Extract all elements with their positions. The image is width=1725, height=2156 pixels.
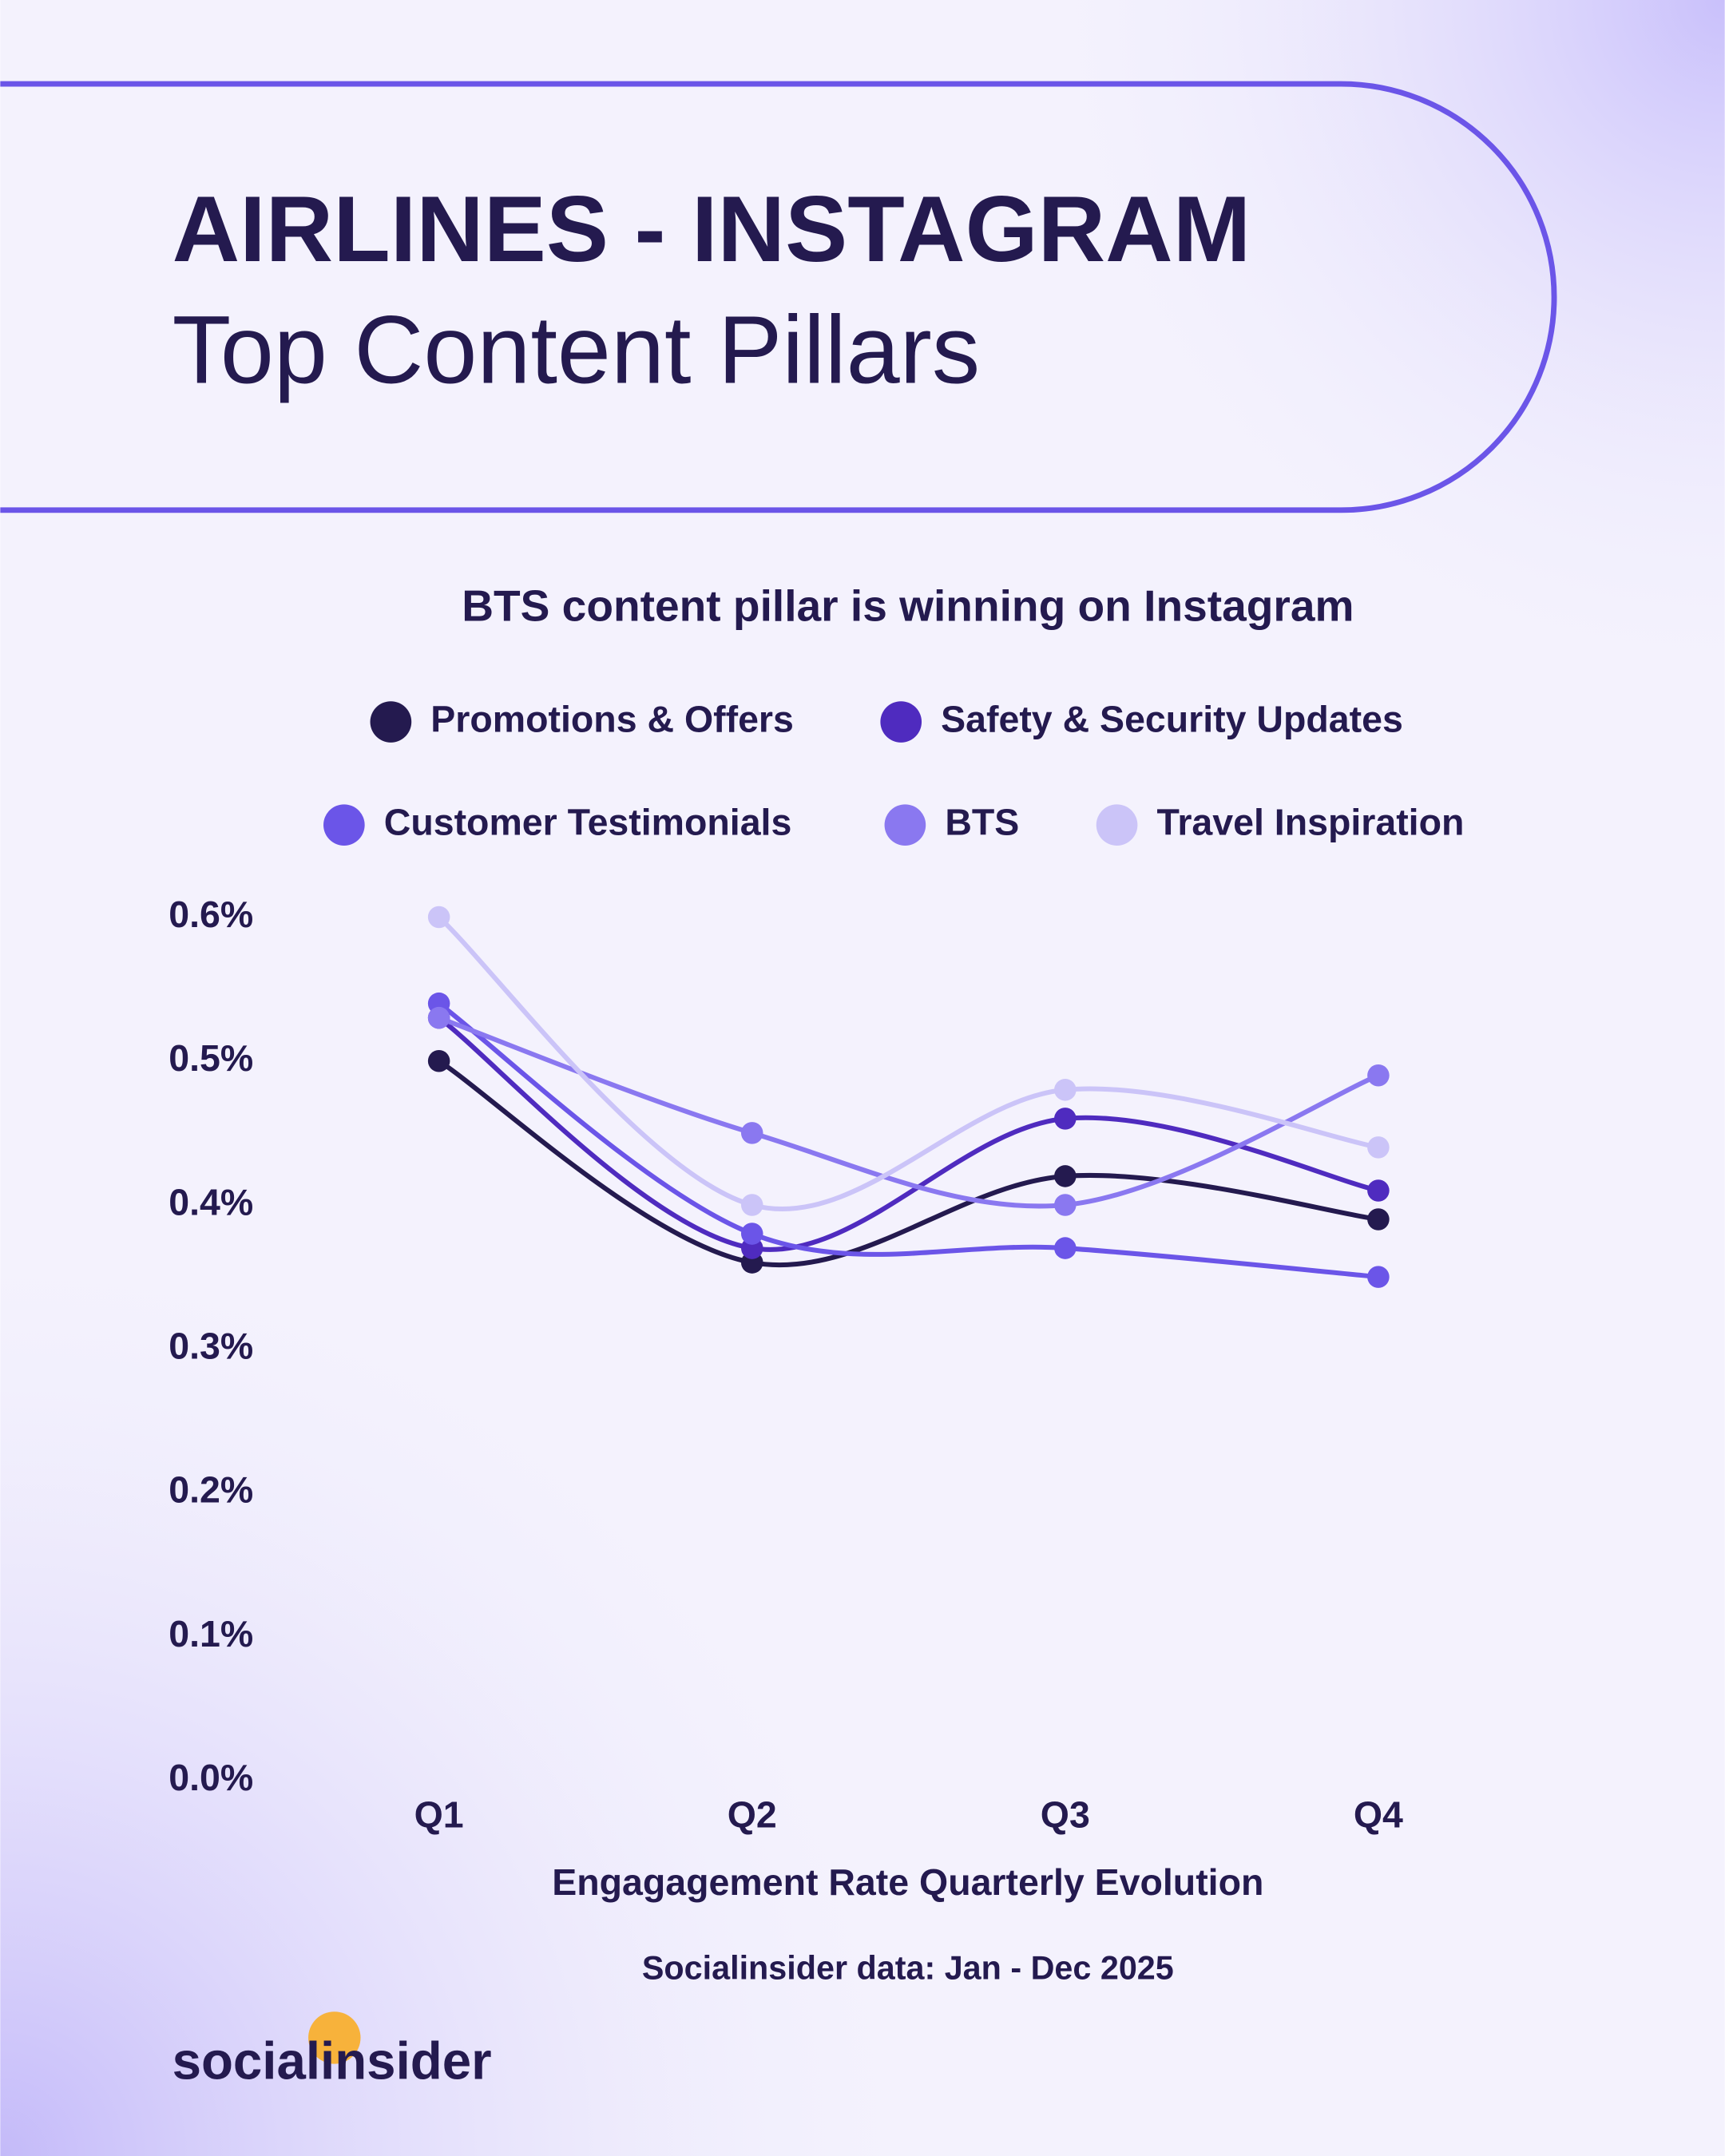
x-tick-label: Q1 <box>414 1794 464 1836</box>
y-tick-label: 0.3% <box>169 1326 253 1367</box>
series-line <box>437 1001 1379 1280</box>
data-point <box>1367 1064 1390 1087</box>
series-line <box>437 1016 1379 1252</box>
series-line <box>437 915 1379 1212</box>
x-axis-title: Engagagement Rate Quarterly Evolution <box>552 1861 1263 1903</box>
x-tick-label: Q4 <box>1354 1794 1403 1836</box>
data-point <box>427 1006 450 1029</box>
legend-label: Promotions & Offers <box>430 698 794 739</box>
legend-swatch <box>1096 804 1138 846</box>
data-point <box>740 1223 763 1245</box>
data-point <box>1367 1266 1390 1288</box>
subtitle: Top Content Pillars <box>172 296 980 404</box>
data-point <box>740 1122 763 1144</box>
legend-swatch <box>884 804 926 846</box>
data-point <box>740 1194 763 1216</box>
legend-swatch <box>323 804 365 846</box>
data-point <box>1054 1165 1077 1187</box>
data-point <box>1054 1237 1077 1259</box>
y-tick-label: 0.0% <box>169 1757 253 1798</box>
logo-icon <box>308 2011 361 2064</box>
data-point <box>1367 1136 1390 1159</box>
chart-title: BTS content pillar is winning on Instagr… <box>462 581 1354 630</box>
y-tick-label: 0.2% <box>169 1469 253 1511</box>
legend-swatch <box>880 701 922 743</box>
data-point <box>1054 1194 1077 1216</box>
logo: socialinsider <box>172 2032 492 2091</box>
legend-swatch <box>370 701 412 743</box>
legend-label: Travel Inspiration <box>1156 801 1464 842</box>
legend-label: BTS <box>945 801 1019 842</box>
data-point <box>1054 1079 1077 1101</box>
series-line <box>438 1059 1379 1268</box>
data-point <box>1367 1208 1390 1231</box>
data-point <box>1367 1179 1390 1202</box>
title: AIRLINES - INSTAGRAM <box>172 176 1251 281</box>
data-point <box>1054 1108 1077 1130</box>
legend-label: Safety & Security Updates <box>941 698 1403 739</box>
header-frame <box>0 81 1557 513</box>
legend-label: Customer Testimonials <box>384 801 792 842</box>
y-tick-label: 0.4% <box>169 1181 253 1223</box>
y-tick-label: 0.6% <box>169 894 253 935</box>
x-tick-label: Q3 <box>1041 1794 1090 1836</box>
source: Socialinsider data: Jan - Dec 2025 <box>642 1949 1174 1986</box>
y-tick-label: 0.1% <box>169 1613 253 1655</box>
data-point <box>427 906 450 929</box>
x-tick-label: Q2 <box>728 1794 777 1836</box>
y-tick-label: 0.5% <box>169 1037 253 1079</box>
data-point <box>427 1049 450 1072</box>
